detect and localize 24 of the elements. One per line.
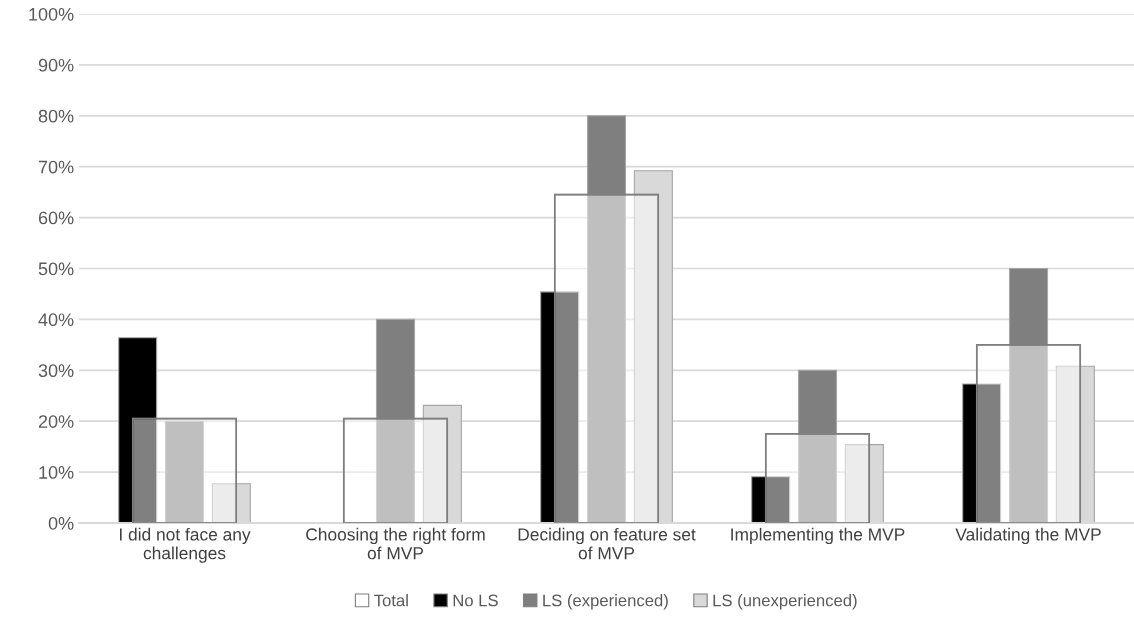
legend-label: No LS bbox=[453, 594, 498, 607]
bar bbox=[751, 476, 791, 523]
y-tick-label: 80% bbox=[38, 109, 74, 123]
y-tick-label: 0% bbox=[48, 516, 74, 530]
x-tick-label: Choosing the right form of MVP bbox=[306, 527, 485, 560]
x-tick-label: I did not face any challenges bbox=[120, 527, 251, 563]
bar bbox=[540, 291, 580, 523]
x-tick-label: Validating the MVP bbox=[955, 527, 1101, 545]
y-tick-label: 60% bbox=[38, 211, 74, 225]
y-tick-label: 10% bbox=[39, 466, 74, 479]
legend-label: LS (unexperienced) bbox=[713, 594, 857, 610]
bar bbox=[118, 337, 158, 523]
x-tick-label: Deciding on feature set of MVP bbox=[518, 527, 696, 560]
y-tick-label: 90% bbox=[38, 58, 74, 72]
y-tick-label: 100% bbox=[29, 7, 74, 21]
legend-label: LS (experienced) bbox=[543, 594, 668, 610]
x-tick-label: Implementing the MVP bbox=[731, 527, 905, 545]
y-tick-label: 40% bbox=[38, 313, 74, 327]
legend-label: Total bbox=[374, 594, 408, 607]
y-tick-label: 20% bbox=[38, 415, 74, 428]
y-tick-label: 70% bbox=[38, 160, 74, 174]
bar bbox=[962, 383, 1002, 523]
y-tick-label: 50% bbox=[38, 262, 74, 276]
y-tick-label: 30% bbox=[38, 364, 74, 378]
